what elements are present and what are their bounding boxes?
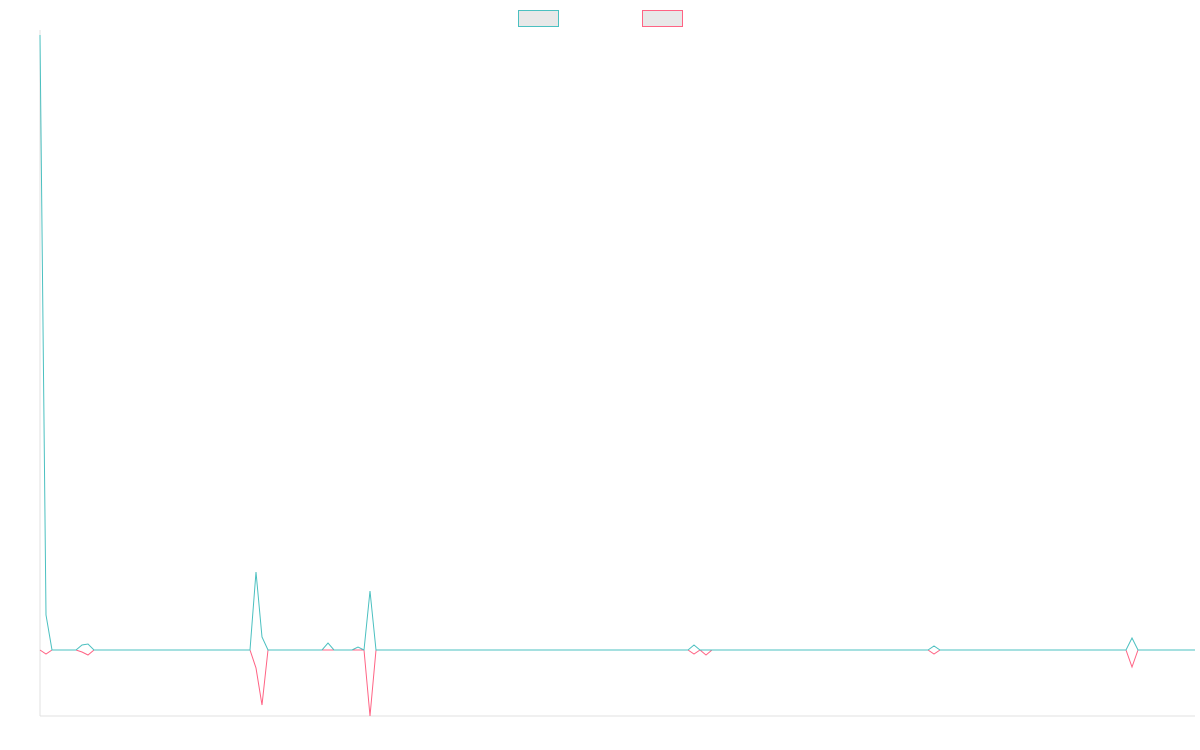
series-line (39, 34, 1195, 651)
legend-swatch (518, 10, 559, 27)
series-line (39, 649, 1195, 717)
legend-swatch (642, 10, 683, 27)
